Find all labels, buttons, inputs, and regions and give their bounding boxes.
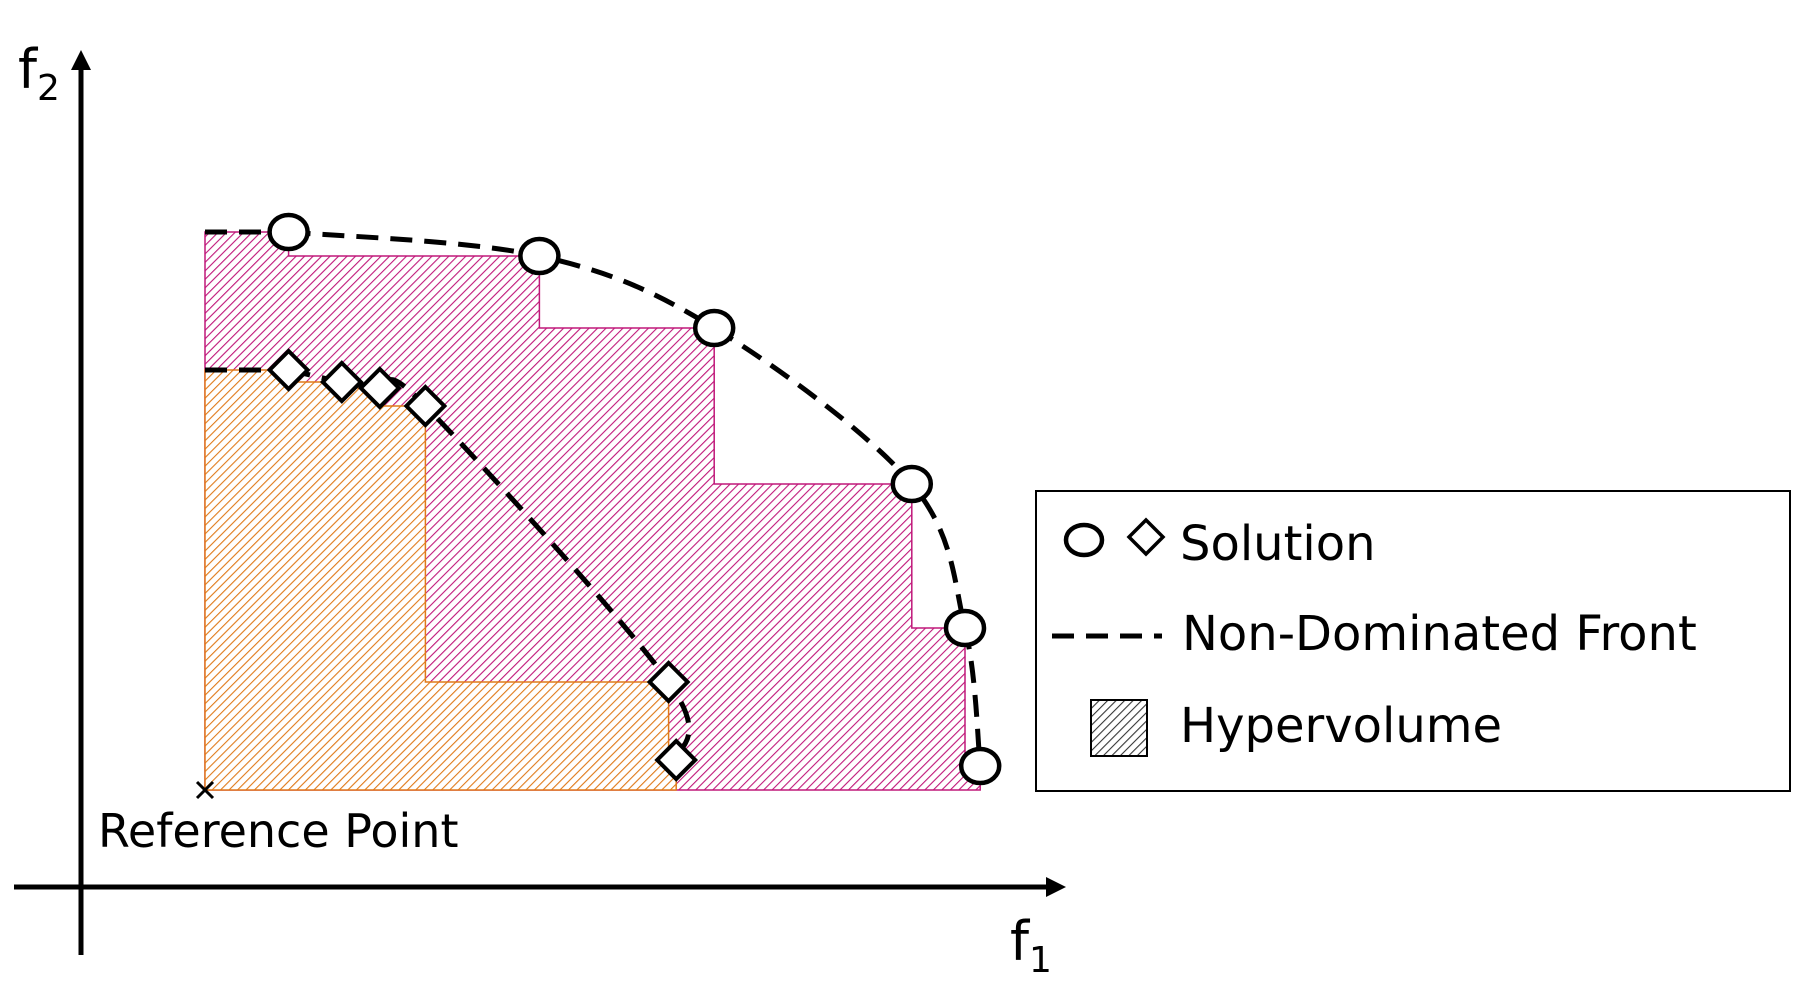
axes: f1 f2 xyxy=(14,38,1066,981)
legend-box xyxy=(1035,490,1791,792)
y-axis-arrow-icon xyxy=(71,50,91,70)
reference-point-cross-icon xyxy=(195,780,215,800)
x-axis-label-main: f xyxy=(1010,910,1031,973)
hatched-square-icon xyxy=(1090,699,1148,757)
legend-item-solution: Solution xyxy=(1063,516,1376,572)
legend-label-hypervolume: Hypervolume xyxy=(1180,698,1502,754)
hypervolume-regions xyxy=(204,231,981,791)
circle-solution-marker xyxy=(518,236,561,276)
diamond-solution-marker xyxy=(319,360,364,404)
diamond-solution-marker xyxy=(646,660,691,704)
legend-item-front: Non-Dominated Front xyxy=(1052,606,1697,662)
circle-solution-marker xyxy=(267,212,310,252)
circle-diamond-icon xyxy=(1063,517,1166,558)
reference-point-label: Reference Point xyxy=(98,804,458,858)
y-axis-label: f2 xyxy=(18,38,60,109)
diamond-solution-marker xyxy=(357,366,402,410)
x-axis-label-sub: 1 xyxy=(1029,940,1052,981)
diamond-solution-marker xyxy=(654,738,699,782)
diamond-solution-marker xyxy=(403,384,448,428)
y-axis-label-main: f xyxy=(18,38,39,101)
x-axis-label: f1 xyxy=(1010,910,1052,981)
circle-solution-marker xyxy=(692,308,736,348)
legend-label-front: Non-Dominated Front xyxy=(1182,606,1697,662)
circle-solution-marker xyxy=(943,608,987,648)
circle-solution-marker xyxy=(890,464,934,504)
circle-solution-marker xyxy=(958,746,1002,786)
x-axis-arrow-icon xyxy=(1046,877,1066,897)
legend: Solution Non-Dominated Front Hypervolume xyxy=(1035,490,1791,792)
y-axis-label-sub: 2 xyxy=(37,68,60,109)
legend-label-solution: Solution xyxy=(1180,516,1376,572)
legend-item-hypervolume: Hypervolume xyxy=(1090,698,1502,757)
reference-point: Reference Point xyxy=(98,780,458,858)
diamond-solution-marker xyxy=(266,348,311,392)
solution-markers xyxy=(266,212,1002,786)
